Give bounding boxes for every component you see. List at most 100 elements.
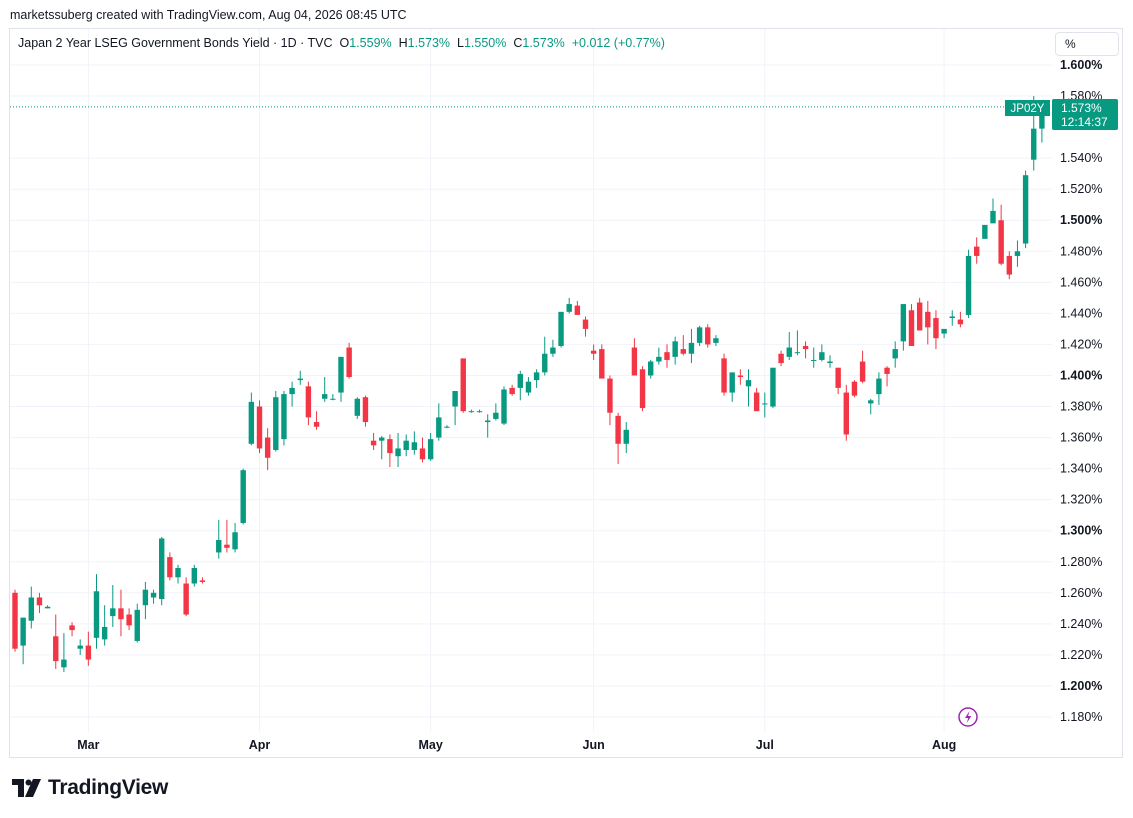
candle-body — [44, 606, 51, 609]
candle-up — [770, 367, 776, 409]
event-marker[interactable] — [958, 707, 978, 727]
candle-body — [281, 394, 287, 440]
candle-up — [322, 377, 328, 402]
candle-body — [248, 401, 255, 444]
candle-down — [639, 366, 646, 412]
candle-down — [753, 387, 760, 412]
candle-body — [427, 439, 434, 460]
price-tick-label: 1.380% — [1060, 400, 1102, 414]
candle-down — [69, 622, 75, 637]
candle-up — [811, 347, 817, 368]
candle-up — [44, 605, 51, 609]
candle-body — [957, 319, 964, 325]
candle-body — [990, 210, 996, 224]
candle-body — [892, 349, 898, 359]
candle-down — [264, 428, 271, 471]
candle-up — [444, 425, 450, 429]
price-tick-label: 1.220% — [1060, 648, 1102, 662]
time-tick-label: Mar — [77, 738, 99, 752]
time-axis[interactable]: Mar Apr May Jun Jul Aug — [77, 738, 956, 752]
candle-up — [656, 347, 662, 365]
price-tick-label: 1.600% — [1060, 58, 1102, 72]
candle-up — [501, 386, 507, 426]
candle-body — [264, 437, 271, 458]
candle-down — [346, 342, 352, 379]
candle-body — [232, 532, 238, 550]
candle-up — [533, 369, 540, 388]
candle-up — [379, 436, 385, 460]
candle-down — [933, 310, 939, 350]
price-tick-label: 1.440% — [1060, 306, 1102, 320]
candle-up — [240, 468, 246, 525]
candle-up — [297, 370, 303, 385]
price-tag-countdown: 12:14:37 — [1061, 115, 1108, 129]
price-tick-label: 1.540% — [1060, 151, 1102, 165]
candle-body — [191, 567, 197, 584]
price-tick-label: 1.280% — [1060, 555, 1102, 569]
candle-body — [607, 378, 613, 413]
candle-body — [974, 246, 980, 256]
candle-up — [411, 431, 418, 455]
candle-body — [599, 349, 605, 379]
candle-body — [811, 359, 817, 361]
price-tick-label: 1.480% — [1060, 244, 1102, 258]
price-tick-label: 1.420% — [1060, 337, 1102, 351]
candle-body — [240, 470, 246, 523]
candle-body — [859, 361, 866, 382]
candle-body — [713, 338, 719, 343]
candle-up — [20, 617, 26, 665]
candle-body — [256, 406, 263, 449]
candle-body — [460, 358, 466, 412]
tradingview-logo[interactable]: TradingView — [12, 776, 168, 800]
candle-body — [436, 417, 442, 438]
candle-up — [558, 311, 564, 348]
candle-body — [61, 659, 67, 668]
time-tick-label: May — [418, 738, 442, 752]
candle-up — [436, 403, 442, 441]
candle-body — [370, 440, 377, 446]
candle-down — [998, 204, 1004, 266]
candle-body — [297, 378, 303, 381]
candle-body — [289, 387, 295, 395]
unit-selector-button[interactable]: % — [1055, 32, 1119, 56]
candle-up — [517, 370, 523, 401]
candle-body — [379, 437, 385, 441]
legend-high-value: 1.573% — [407, 36, 451, 50]
candle-up — [93, 574, 100, 649]
candle-up — [175, 564, 181, 584]
candle-body — [167, 557, 173, 578]
candle-body — [110, 608, 116, 617]
last-price-tag: JP02Y 1.573% 12:14:37 — [1005, 99, 1118, 130]
price-tick-label: 1.360% — [1060, 431, 1102, 445]
legend-open-label: O — [339, 36, 350, 50]
candle-body — [53, 636, 59, 662]
lightning-icon — [965, 711, 972, 723]
legend-close-label: C — [513, 36, 523, 50]
price-tick-label: 1.240% — [1060, 617, 1102, 631]
candle-body — [705, 327, 711, 345]
candle-body — [216, 540, 222, 553]
price-tick-label: 1.200% — [1060, 679, 1102, 693]
candle-body — [419, 448, 426, 460]
candle-body — [77, 645, 83, 649]
candle-body — [762, 403, 768, 405]
price-axis[interactable]: 1.180% 1.200% 1.220% 1.240% 1.260% 1.280% 1.30… — [1060, 58, 1102, 724]
candle-body — [884, 367, 890, 374]
candle-up — [672, 336, 678, 365]
candle-body — [1039, 106, 1045, 129]
price-tag-bg — [1052, 99, 1118, 130]
candle-up — [216, 519, 222, 559]
price-tick-label: 1.320% — [1060, 493, 1102, 507]
candle-body — [1031, 128, 1037, 160]
candle-body — [680, 349, 686, 354]
legend-open-value: 1.559% — [349, 36, 392, 50]
candle-body — [794, 352, 801, 354]
candle-body — [582, 319, 589, 329]
candle-down — [509, 384, 515, 396]
chart-frame[interactable] — [9, 28, 1123, 758]
symbol-legend: Japan 2 Year LSEG Government Bonds Yield… — [18, 36, 665, 50]
candle-up — [485, 414, 491, 438]
candle-body — [574, 305, 581, 315]
candle-body — [827, 361, 833, 364]
